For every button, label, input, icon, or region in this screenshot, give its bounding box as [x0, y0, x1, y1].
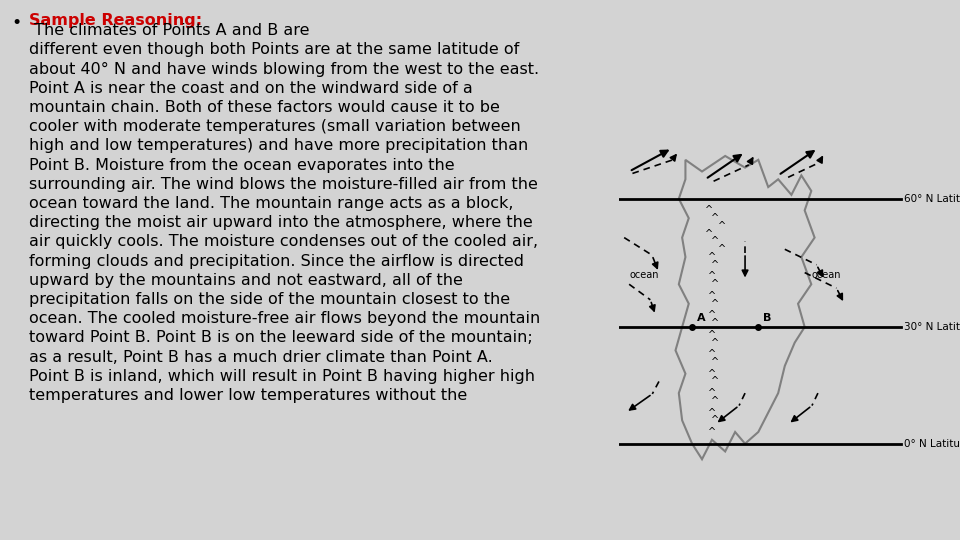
Text: ocean: ocean: [629, 269, 659, 280]
Text: ^: ^: [711, 415, 719, 426]
Text: ^: ^: [718, 244, 726, 254]
Text: ocean: ocean: [811, 269, 841, 280]
Text: ^: ^: [708, 330, 716, 340]
Text: ^: ^: [711, 260, 719, 270]
Text: 30° N Latitutde: 30° N Latitutde: [904, 322, 960, 332]
Text: ^: ^: [711, 279, 719, 289]
Text: ^: ^: [705, 205, 712, 215]
Text: ^: ^: [708, 310, 716, 320]
Text: ^: ^: [708, 388, 716, 398]
Text: ^: ^: [708, 291, 716, 301]
Text: ^: ^: [708, 369, 716, 379]
Text: ^: ^: [711, 396, 719, 406]
Text: ^: ^: [711, 318, 719, 328]
Text: ^: ^: [711, 213, 719, 223]
Text: 0° N Latitutde: 0° N Latitutde: [904, 438, 960, 449]
Text: ^: ^: [708, 349, 716, 359]
Text: 60° N Latitutde: 60° N Latitutde: [904, 194, 960, 204]
Text: Sample Reasoning:: Sample Reasoning:: [29, 14, 202, 29]
Text: ^: ^: [711, 299, 719, 309]
Text: ^: ^: [711, 338, 719, 348]
Text: ^: ^: [708, 427, 716, 437]
Text: ^: ^: [705, 229, 712, 239]
Text: ^: ^: [708, 408, 716, 417]
Text: •: •: [12, 14, 22, 31]
Text: ^: ^: [708, 272, 716, 281]
Text: ^: ^: [711, 237, 719, 246]
Text: B: B: [763, 313, 772, 323]
Text: ^: ^: [711, 357, 719, 367]
Text: The climates of Points A and B are
different even though both Points are at the : The climates of Points A and B are diffe…: [29, 23, 540, 403]
Text: ^: ^: [708, 252, 716, 262]
Text: ^: ^: [711, 376, 719, 387]
Text: ^: ^: [718, 221, 726, 231]
Text: A: A: [697, 313, 706, 323]
